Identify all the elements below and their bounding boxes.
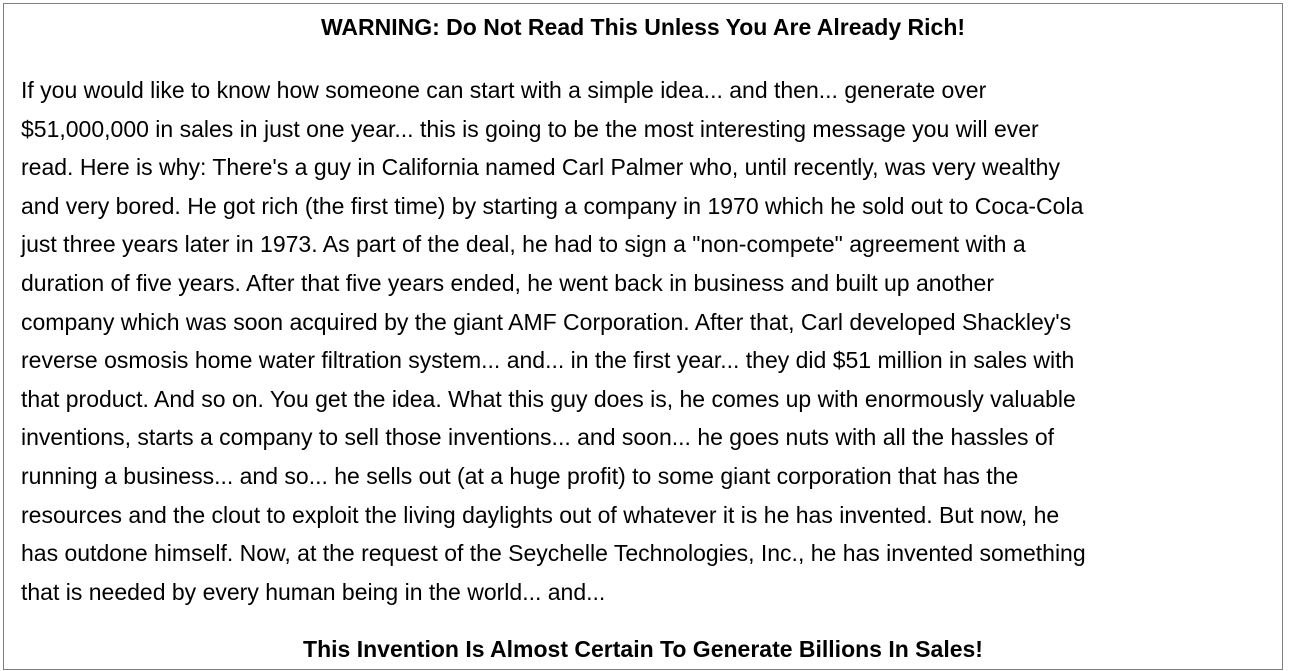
body-line: and very bored. He got rich (the first t…	[21, 192, 1084, 219]
body-line: just three years later in 1973. As part …	[21, 231, 1026, 258]
body-line: resources and the clout to exploit the l…	[21, 501, 1060, 528]
body-line: read. Here is why: There's a guy in Cali…	[21, 154, 1060, 181]
body-line: that is needed by every human being in t…	[21, 578, 606, 605]
body-line: reverse osmosis home water filtration sy…	[21, 347, 1075, 374]
body-line: company which was soon acquired by the g…	[21, 308, 1072, 335]
body-line: has outdone himself. Now, at the request…	[21, 540, 1086, 567]
document-box: WARNING: Do Not Read This Unless You Are…	[3, 3, 1283, 670]
body-line: inventions, starts a company to sell tho…	[21, 424, 1055, 451]
body-line: that product. And so on. You get the ide…	[21, 385, 1076, 412]
body-line: running a business... and so... he sells…	[21, 462, 1019, 489]
body-paragraph: If you would like to know how someone ca…	[21, 71, 1271, 611]
body-line: If you would like to know how someone ca…	[21, 77, 987, 103]
body-line: $51,000,000 in sales in just one year...…	[21, 115, 1039, 142]
warning-headline: WARNING: Do Not Read This Unless You Are…	[320, 14, 966, 40]
body-line: duration of five years. After that five …	[21, 269, 994, 296]
invention-headline: This Invention Is Almost Certain To Gene…	[303, 636, 983, 662]
